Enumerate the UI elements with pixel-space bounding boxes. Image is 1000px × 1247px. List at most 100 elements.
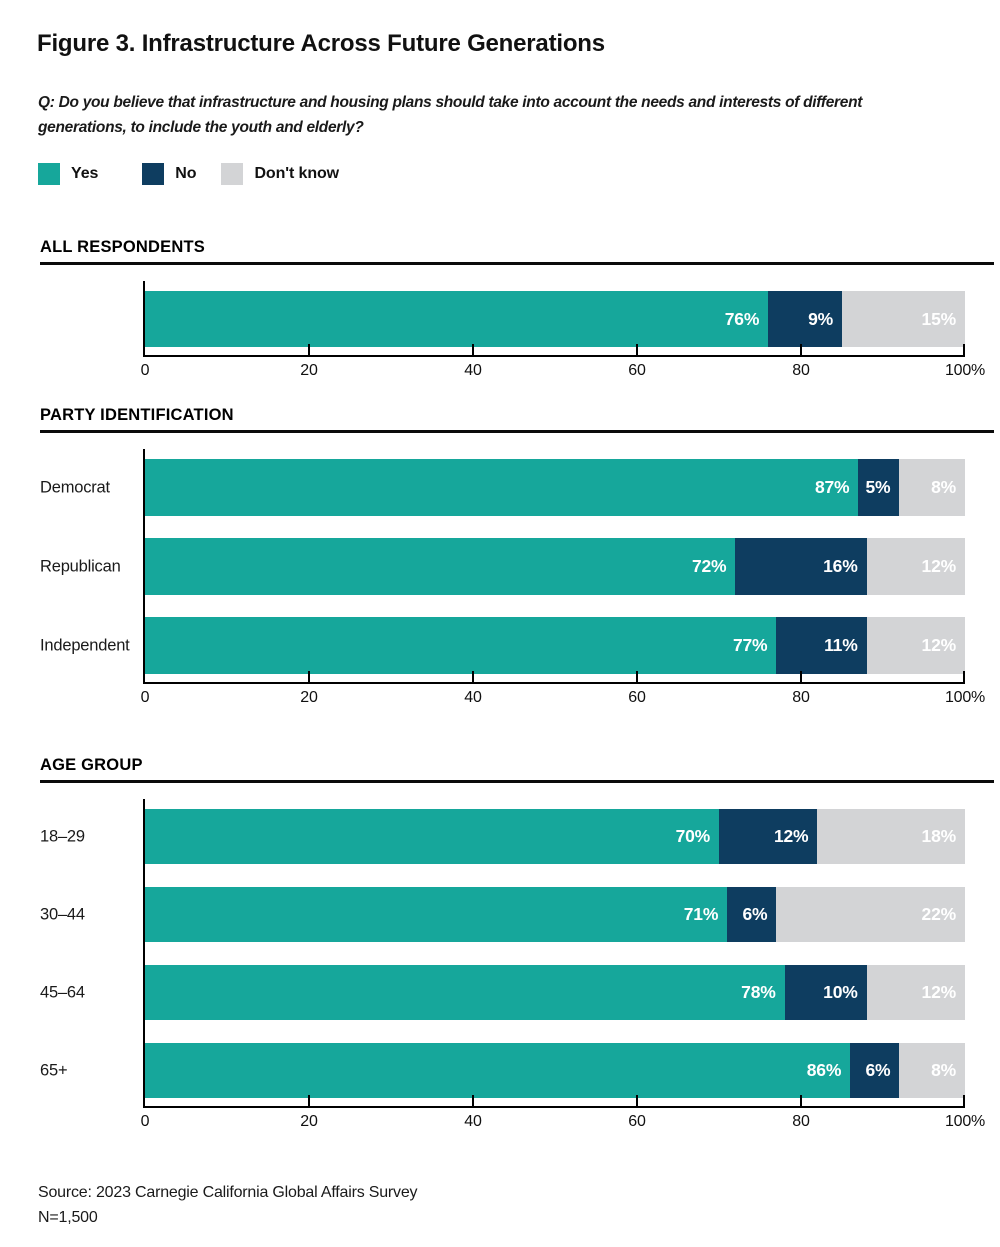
segment-don-t-know: 8% (899, 1043, 965, 1098)
section-rule (40, 262, 994, 265)
x-tick-label: 60 (628, 689, 646, 706)
tick-labels: 0 20 40 60 80 100% (141, 1113, 986, 1137)
segment-value-label: 11% (824, 635, 858, 655)
segment-value-label: 12% (921, 982, 957, 1002)
segment-no: 12% (719, 809, 818, 864)
plot: 87% 5% 8% 72% 16% 12% 77% 11% 12% (143, 449, 965, 684)
segment-yes: 71% (145, 887, 728, 942)
survey-question-line-2: generations, to include the youth and el… (38, 119, 364, 136)
segment-no: 5% (858, 459, 900, 516)
x-tick-label: 40 (464, 362, 482, 379)
tick-labels: 0 20 40 60 80 100% (141, 362, 986, 386)
x-tick-label: 80 (792, 1113, 810, 1130)
x-tick-label: 80 (792, 362, 810, 379)
section-title: ALL RESPONDENTS (40, 238, 205, 256)
segment-value-label: 87% (814, 477, 850, 497)
chart-party-identification: Democrat Republican Independent 87% 5% 8% 72%… (40, 449, 994, 713)
segment-no: 6% (850, 1043, 900, 1098)
x-tick-label: 100% (944, 1113, 986, 1130)
x-tick-label: 20 (300, 689, 318, 706)
section-party-identification: PARTY IDENTIFICATION Democrat Republican I… (40, 406, 994, 713)
section-rule (40, 780, 994, 783)
segment-don-t-know: 18% (817, 809, 965, 864)
legend-swatch (38, 163, 60, 185)
segment-don-t-know: 15% (841, 291, 965, 347)
segment-don-t-know: 12% (866, 965, 965, 1020)
section-age-group: AGE GROUP 18–29 30–44 45–64 65+ 70% 12% 18% 71… (40, 756, 994, 1137)
segment-value-label: 70% (675, 826, 711, 846)
section-all-respondents: ALL RESPONDENTS 76% 9% 15% 0 20 40 60 80 100% (40, 238, 994, 386)
x-tick-label: 20 (300, 1113, 318, 1130)
x-tick-label: 80 (792, 689, 810, 706)
segment-value-label: 16% (823, 556, 858, 576)
category-label: 18–29 (40, 827, 85, 845)
category-label: 65+ (40, 1061, 68, 1079)
segment-value-label: 8% (931, 477, 956, 497)
segment-no: 11% (776, 617, 867, 674)
segment-value-label: 72% (691, 556, 727, 576)
segment-don-t-know: 22% (776, 887, 965, 942)
category-label: Republican (40, 557, 121, 575)
x-tick-label: 100% (944, 689, 986, 706)
segment-yes: 78% (145, 965, 785, 1020)
category-label: 30–44 (40, 905, 85, 923)
x-tick-label: 0 (140, 689, 150, 706)
legend-item-don-t-know: Don't know (221, 163, 339, 185)
x-tick-label: 100% (944, 362, 986, 379)
segment-value-label: 15% (921, 308, 957, 329)
sample-size: N=1,500 (38, 1209, 98, 1226)
x-tick-label: 40 (464, 689, 482, 706)
segment-don-t-know: 12% (866, 617, 965, 674)
legend-label: No (175, 165, 197, 182)
segment-value-label: 22% (921, 904, 957, 924)
segment-value-label: 77% (732, 635, 768, 655)
survey-question: Q: Do you believe that infrastructure an… (38, 90, 862, 140)
legend-swatch (142, 163, 165, 185)
section-title: PARTY IDENTIFICATION (40, 406, 234, 424)
segment-value-label: 12% (773, 826, 809, 846)
segment-don-t-know: 8% (899, 459, 965, 516)
legend-item-yes: Yes (38, 163, 98, 185)
legend-item-no: No (142, 163, 197, 185)
plot: 76% 9% 15% (143, 281, 965, 357)
segment-value-label: 8% (931, 1060, 956, 1080)
category-label: Democrat (40, 478, 110, 496)
x-tick-label: 40 (464, 1113, 482, 1130)
x-tick-label: 20 (300, 362, 318, 379)
bar-row: 86% 6% 8% (145, 1043, 965, 1098)
segment-value-label: 78% (741, 982, 776, 1002)
bar-row: 76% 9% 15% (145, 291, 965, 347)
x-tick-label: 60 (628, 1113, 646, 1130)
legend-label: Don't know (254, 165, 340, 182)
segment-value-label: 6% (742, 904, 768, 924)
segment-value-label: 71% (683, 904, 719, 924)
segment-value-label: 86% (806, 1060, 842, 1080)
bar-row: 77% 11% 12% (145, 617, 965, 674)
category-label: Independent (40, 636, 130, 654)
segment-yes: 87% (145, 459, 859, 516)
segment-yes: 72% (145, 538, 736, 595)
chart-age-group: 18–29 30–44 45–64 65+ 70% 12% 18% 71% 6% 22% 78% 1… (40, 799, 994, 1137)
segment-value-label: 6% (865, 1060, 891, 1080)
bar-row: 72% 16% 12% (145, 538, 965, 595)
x-tick-label: 0 (140, 362, 150, 379)
section-rule (40, 430, 994, 433)
x-tick-label: 0 (140, 1113, 150, 1130)
segment-yes: 76% (145, 291, 769, 347)
bar-row: 71% 6% 22% (145, 887, 965, 942)
segment-value-label: 18% (921, 826, 957, 846)
bar-row: 87% 5% 8% (145, 459, 965, 516)
tick-labels: 0 20 40 60 80 100% (141, 689, 986, 713)
source-note: Source: 2023 Carnegie California Global … (38, 1180, 418, 1230)
x-tick-label: 60 (628, 362, 646, 379)
legend: Yes No Don't know (38, 163, 339, 185)
segment-value-label: 12% (921, 635, 957, 655)
bar-row: 70% 12% 18% (145, 809, 965, 864)
segment-no: 9% (768, 291, 842, 347)
source-line: Source: 2023 Carnegie California Global … (38, 1184, 418, 1201)
segment-value-label: 76% (724, 308, 760, 329)
segment-yes: 77% (145, 617, 777, 674)
bar-row: 78% 10% 12% (145, 965, 965, 1020)
segment-value-label: 10% (823, 982, 858, 1002)
